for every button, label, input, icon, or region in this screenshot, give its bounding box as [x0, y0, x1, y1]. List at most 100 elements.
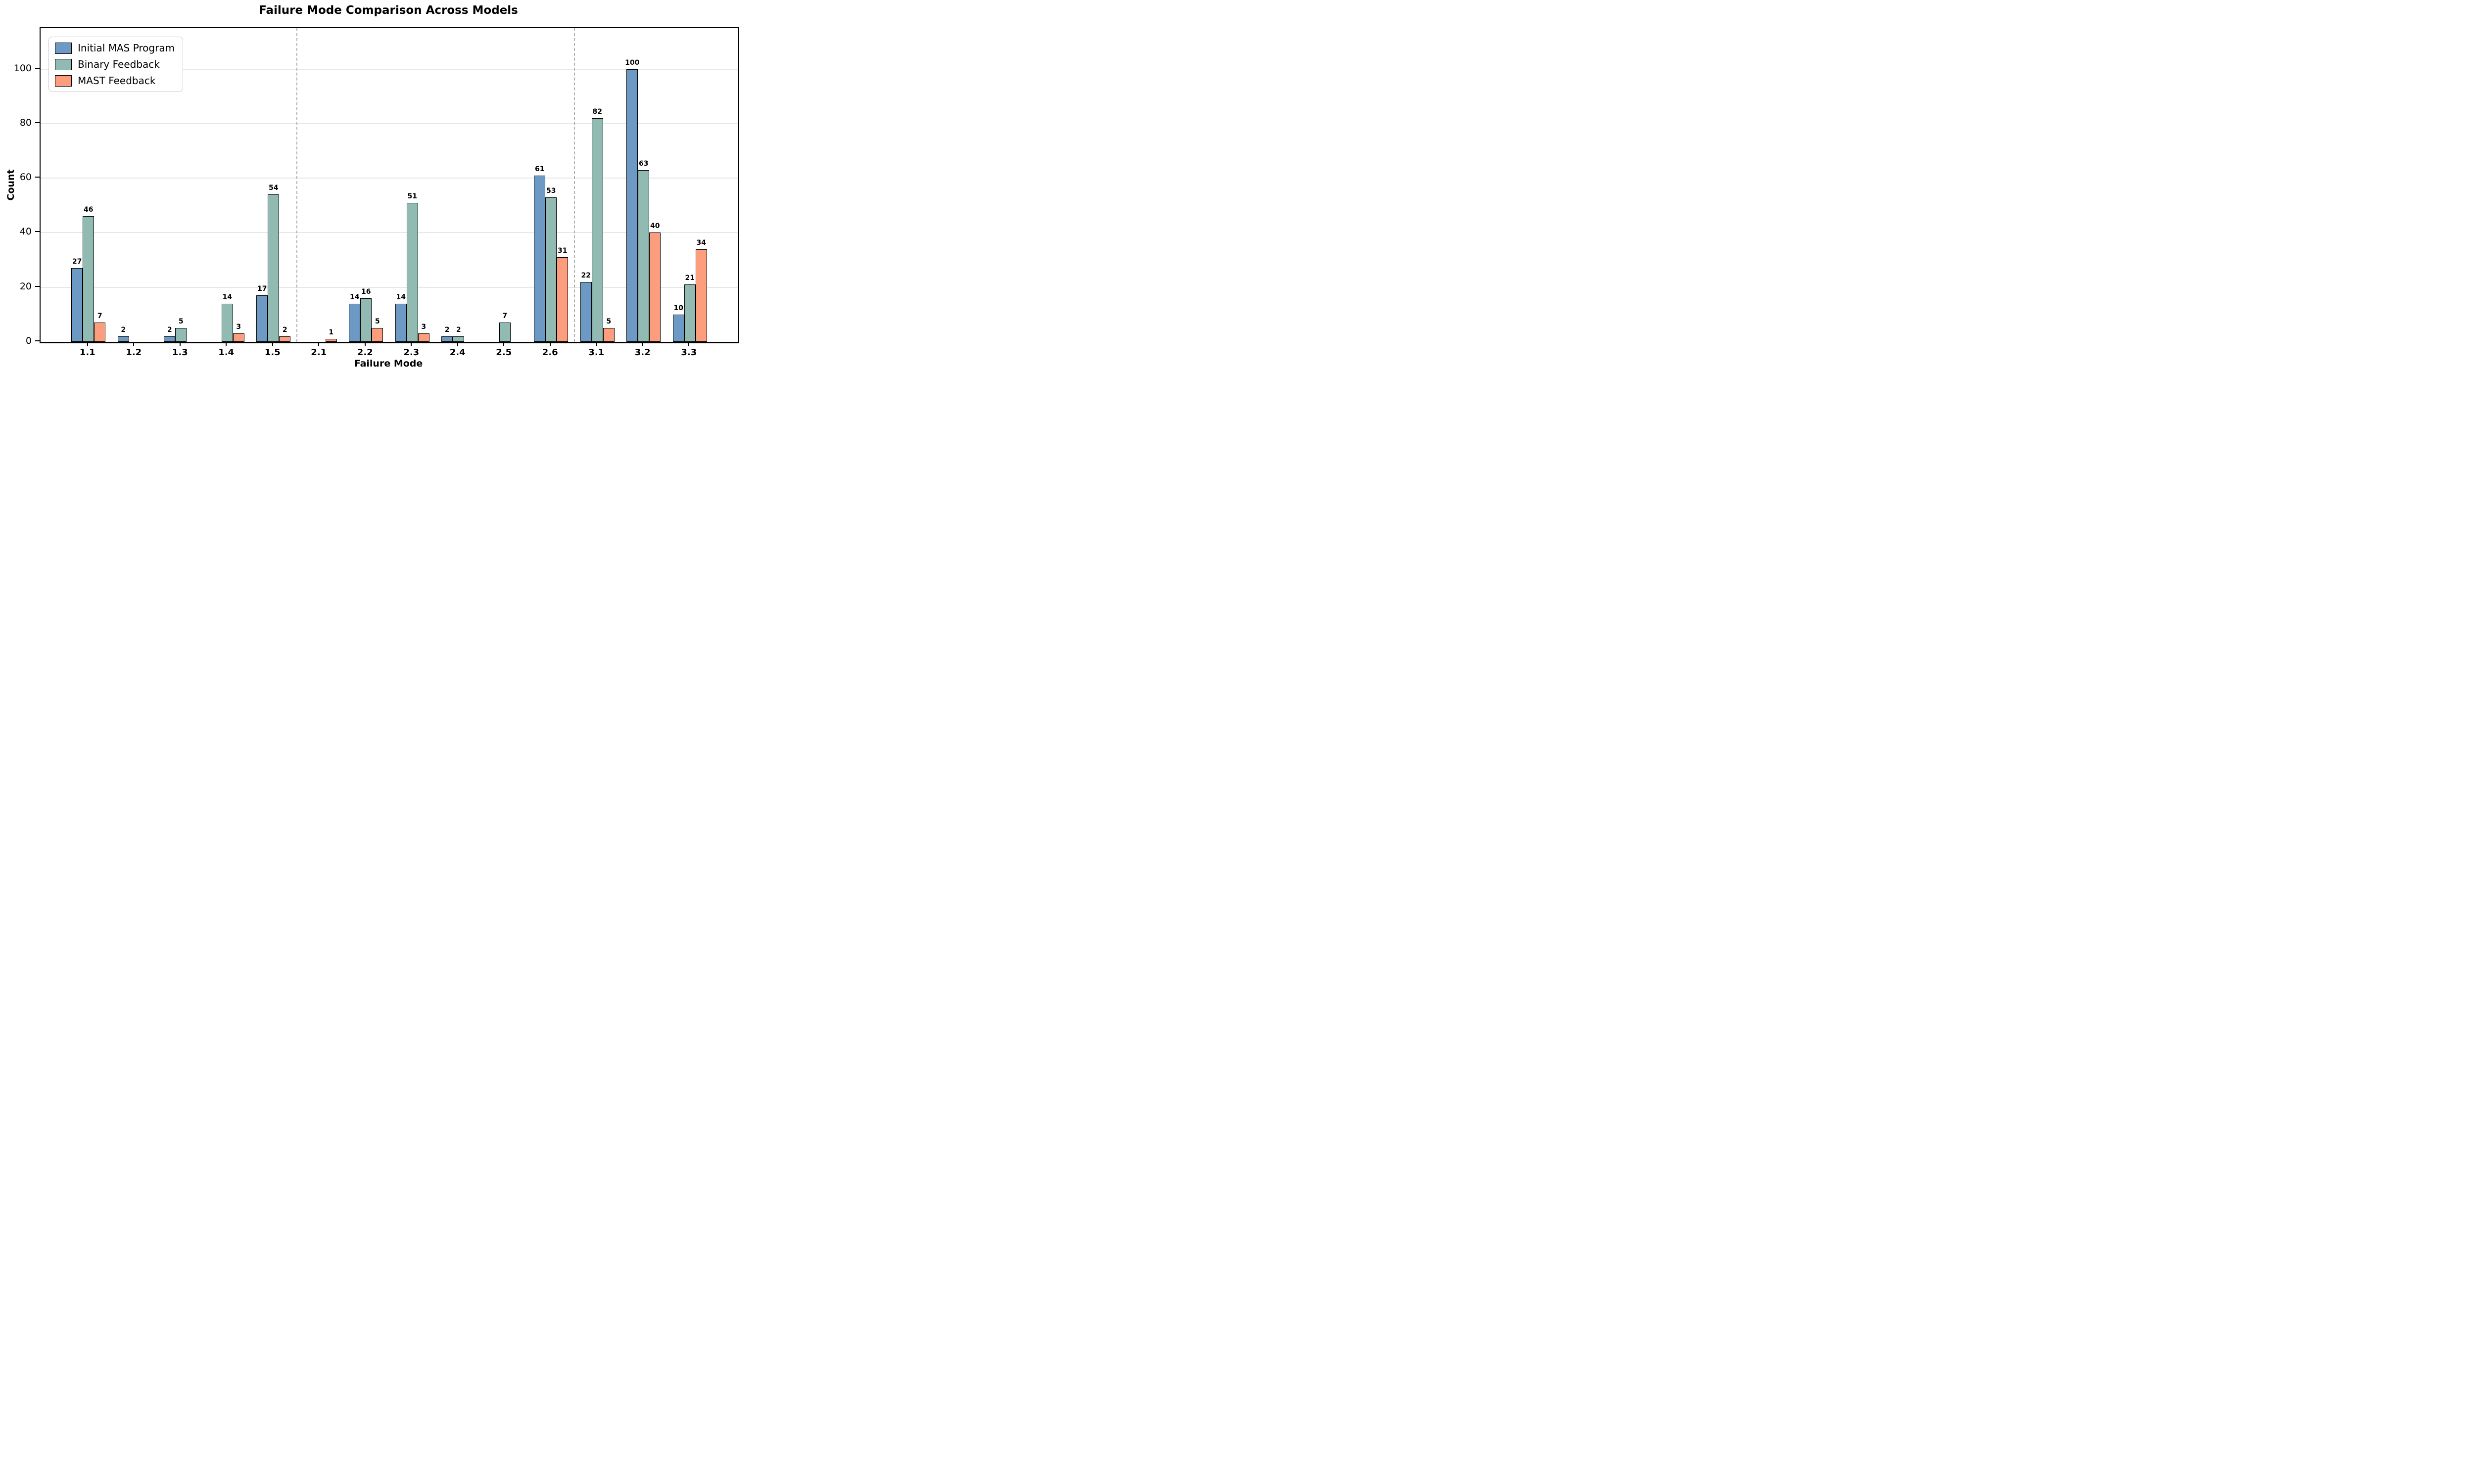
- bar-1.5-s2: [279, 336, 291, 342]
- bar-3.2-s0: [626, 69, 638, 342]
- y-tick-label: 40: [19, 226, 32, 237]
- bar-value-label: 5: [375, 318, 380, 326]
- y-tick-label: 20: [19, 280, 32, 292]
- legend-label-2: MAST Feedback: [78, 75, 156, 87]
- legend-swatch-2: [55, 75, 72, 87]
- bar-value-label: 16: [361, 287, 371, 296]
- bar-2.3-s2: [418, 333, 429, 342]
- bar-value-label: 2: [456, 325, 461, 334]
- bar-1.4-s1: [221, 303, 233, 342]
- bar-2.3-s1: [406, 202, 418, 342]
- x-tick-mark-3.2: [642, 341, 643, 346]
- bar-value-label: 1: [329, 328, 334, 337]
- x-tick-label: 2.2: [357, 347, 373, 358]
- bar-2.3-s0: [395, 303, 407, 342]
- bar-value-label: 14: [222, 293, 232, 301]
- x-tick-mark-2.5: [503, 341, 505, 346]
- bar-2.6-s1: [545, 197, 557, 342]
- bar-3.1-s1: [591, 118, 603, 342]
- x-tick-label: 1.2: [126, 347, 142, 358]
- x-tick-mark-3.1: [596, 341, 597, 346]
- x-tick-label: 2.6: [542, 347, 558, 358]
- bar-value-label: 27: [72, 258, 82, 266]
- bar-value-label: 21: [685, 274, 695, 282]
- bar-value-label: 17: [257, 285, 267, 293]
- bar-value-label: 31: [558, 247, 568, 255]
- bar-1.3-s1: [175, 328, 187, 342]
- bar-value-label: 2: [444, 325, 450, 334]
- bar-value-label: 82: [592, 107, 602, 116]
- x-tick-mark-2.1: [318, 341, 320, 346]
- bar-3.3-s2: [695, 249, 707, 342]
- bar-1.5-s1: [268, 194, 280, 342]
- bar-3.1-s0: [580, 281, 592, 342]
- x-tick-mark-2.4: [457, 341, 458, 346]
- bar-1.1-s0: [71, 268, 83, 342]
- bar-value-label: 54: [269, 184, 279, 192]
- x-tick-mark-1.2: [133, 341, 135, 346]
- y-tick-mark-100: [35, 67, 40, 69]
- bar-1.1-s2: [94, 323, 106, 342]
- bar-2.2-s1: [360, 298, 372, 342]
- bar-3.3-s1: [684, 284, 696, 342]
- bar-value-label: 100: [625, 58, 640, 67]
- gridline-y40: [41, 232, 738, 233]
- chart-title: Failure Mode Comparison Across Models: [259, 4, 518, 17]
- bar-value-label: 7: [97, 312, 102, 321]
- x-tick-mark-2.2: [364, 341, 366, 346]
- bar-2.5-s1: [499, 323, 511, 342]
- bar-value-label: 34: [696, 238, 706, 247]
- legend-swatch-1: [55, 58, 72, 70]
- bar-value-label: 40: [650, 222, 660, 231]
- bar-value-label: 14: [350, 293, 360, 301]
- bar-2.1-s2: [325, 339, 337, 342]
- legend-item-2: MAST Feedback: [55, 75, 175, 87]
- bar-1.1-s1: [83, 216, 95, 342]
- y-tick-label: 80: [19, 117, 32, 128]
- bar-value-label: 3: [236, 323, 241, 331]
- bar-value-label: 53: [546, 186, 556, 195]
- y-tick-mark-40: [35, 231, 40, 232]
- x-tick-label: 3.1: [588, 347, 605, 358]
- bar-value-label: 51: [407, 192, 417, 200]
- legend: Initial MAS Program Binary Feedback MAST F…: [48, 37, 184, 92]
- x-tick-mark-1.1: [87, 341, 88, 346]
- bar-value-label: 3: [421, 323, 427, 331]
- legend-label-1: Binary Feedback: [78, 58, 160, 70]
- bar-3.3-s0: [672, 314, 684, 342]
- legend-swatch-0: [55, 42, 72, 54]
- bar-1.2-s0: [117, 336, 129, 342]
- bar-value-label: 5: [178, 318, 184, 326]
- x-tick-label: 1.5: [264, 347, 281, 358]
- gridline-y60: [41, 178, 738, 179]
- x-tick-label: 3.2: [634, 347, 651, 358]
- bar-3.2-s2: [649, 232, 661, 342]
- y-tick-mark-60: [35, 177, 40, 178]
- gridline-y20: [41, 286, 738, 288]
- bar-3.1-s2: [603, 328, 615, 342]
- bar-chart-figure: Failure Mode Comparison Across Models Co…: [0, 0, 742, 371]
- x-tick-mark-2.3: [411, 341, 412, 346]
- gridline-y100: [41, 68, 738, 70]
- legend-label-0: Initial MAS Program: [78, 42, 175, 54]
- x-tick-label: 2.5: [496, 347, 512, 358]
- x-tick-label: 1.1: [79, 347, 95, 358]
- y-tick-mark-0: [35, 340, 40, 341]
- bar-2.4-s0: [441, 336, 453, 342]
- bar-value-label: 46: [84, 206, 94, 214]
- bar-value-label: 2: [282, 325, 287, 334]
- bar-2.4-s1: [453, 336, 465, 342]
- bar-value-label: 61: [535, 165, 545, 173]
- y-tick-label: 0: [25, 335, 32, 346]
- bar-value-label: 7: [502, 312, 508, 321]
- x-axis-label: Failure Mode: [354, 358, 423, 369]
- bar-2.2-s2: [372, 328, 383, 342]
- bar-value-label: 2: [167, 325, 172, 334]
- group-separator-after-2.6: [573, 28, 575, 342]
- gridline-y80: [41, 123, 738, 124]
- y-tick-mark-20: [35, 285, 40, 287]
- bar-1.5-s0: [256, 295, 268, 342]
- plot-area: Initial MAS Program Binary Feedback MAST F…: [40, 27, 739, 343]
- x-tick-label: 3.3: [681, 347, 697, 358]
- bar-2.6-s0: [534, 175, 546, 342]
